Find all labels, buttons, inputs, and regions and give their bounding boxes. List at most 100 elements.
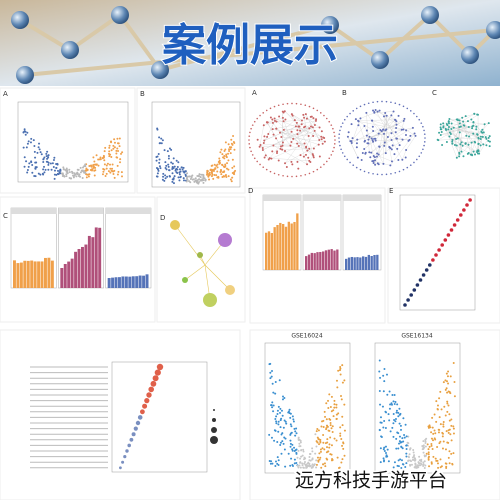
edge xyxy=(402,149,407,160)
node xyxy=(273,105,276,108)
point xyxy=(298,442,301,445)
point xyxy=(119,158,122,161)
point xyxy=(172,157,175,160)
point xyxy=(273,439,276,442)
point xyxy=(308,459,311,462)
atom xyxy=(421,6,439,24)
plot-area xyxy=(111,361,208,473)
node xyxy=(350,123,353,126)
node xyxy=(294,125,297,128)
point xyxy=(42,168,45,171)
point xyxy=(386,448,389,451)
point xyxy=(398,440,401,443)
point xyxy=(23,165,26,168)
point xyxy=(449,375,452,378)
point xyxy=(43,171,46,174)
point xyxy=(446,375,449,378)
point xyxy=(219,170,222,173)
atom xyxy=(321,16,339,34)
point xyxy=(305,466,308,469)
node xyxy=(372,101,374,104)
point xyxy=(186,175,189,178)
point xyxy=(156,172,159,175)
point xyxy=(26,171,29,174)
node xyxy=(295,102,298,105)
edge xyxy=(279,120,295,133)
point xyxy=(78,173,81,176)
point xyxy=(161,178,164,181)
point xyxy=(424,441,427,444)
node xyxy=(372,160,375,163)
node xyxy=(318,155,321,158)
node xyxy=(475,128,478,131)
point xyxy=(154,369,161,376)
bar xyxy=(307,254,311,270)
point xyxy=(440,465,443,468)
node xyxy=(363,125,366,128)
bar xyxy=(40,261,44,288)
point xyxy=(330,410,333,413)
bar xyxy=(310,252,313,270)
point xyxy=(42,160,45,163)
bar xyxy=(111,277,115,288)
point xyxy=(167,163,170,166)
node xyxy=(282,128,285,131)
point xyxy=(119,161,122,164)
point xyxy=(328,443,331,446)
point xyxy=(316,427,319,430)
point xyxy=(270,375,273,378)
node xyxy=(300,103,302,106)
node xyxy=(390,114,393,117)
node xyxy=(423,141,426,143)
point xyxy=(379,403,382,406)
point xyxy=(448,413,451,416)
edge xyxy=(309,155,314,161)
node xyxy=(483,123,486,126)
point xyxy=(225,156,228,159)
point xyxy=(418,455,421,458)
point xyxy=(72,176,75,179)
point xyxy=(317,459,320,462)
node xyxy=(303,142,306,145)
node xyxy=(481,131,484,134)
point xyxy=(219,168,222,171)
node xyxy=(437,139,440,142)
point xyxy=(25,146,28,149)
point xyxy=(335,413,338,416)
point xyxy=(83,171,86,174)
point xyxy=(148,386,154,393)
point xyxy=(342,441,345,444)
point xyxy=(276,440,279,443)
edge xyxy=(369,152,393,162)
node xyxy=(376,162,379,165)
node xyxy=(304,104,307,107)
point xyxy=(444,379,447,382)
point xyxy=(313,463,316,466)
point xyxy=(55,167,58,170)
atom xyxy=(11,11,29,29)
point xyxy=(341,364,344,367)
point xyxy=(182,179,185,182)
point xyxy=(325,451,328,454)
bar xyxy=(373,255,376,270)
point xyxy=(319,448,322,451)
point xyxy=(178,168,181,171)
point xyxy=(405,447,408,450)
point xyxy=(436,408,439,411)
point xyxy=(445,372,448,375)
node xyxy=(248,143,251,145)
point xyxy=(272,391,275,394)
point xyxy=(45,152,48,155)
node xyxy=(312,135,315,138)
point xyxy=(341,381,344,384)
point xyxy=(223,166,226,169)
point xyxy=(232,172,235,175)
point xyxy=(42,158,45,161)
point xyxy=(228,149,231,152)
node xyxy=(394,102,397,105)
node xyxy=(284,118,287,121)
point xyxy=(37,146,40,149)
node xyxy=(271,150,274,153)
node xyxy=(452,126,455,129)
point xyxy=(379,416,382,419)
